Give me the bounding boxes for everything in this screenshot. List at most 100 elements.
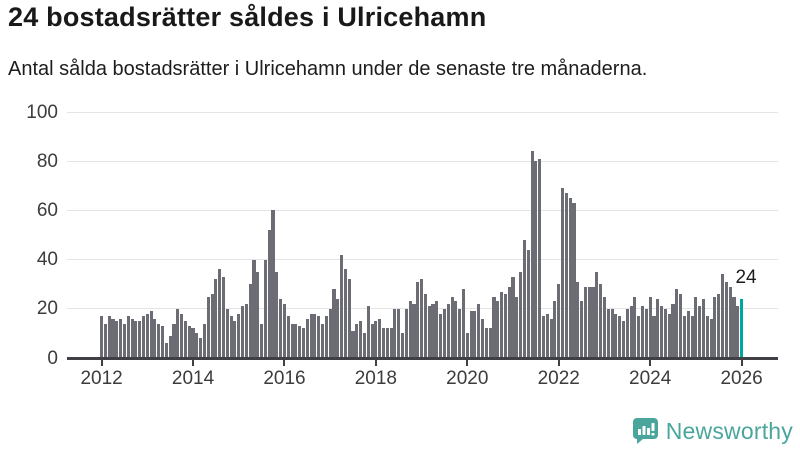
x-tick-label-2020: 2020 (446, 368, 489, 389)
bar-128 (587, 286, 591, 358)
bar-133 (606, 308, 610, 358)
bar-87 (431, 303, 435, 358)
y-tick-label-40: 40 (36, 249, 58, 271)
bar-27 (202, 323, 206, 358)
bar-23 (187, 326, 191, 358)
bar-11 (141, 316, 146, 358)
bar-124 (572, 203, 576, 358)
gridline-60 (67, 209, 778, 211)
bar-4 (115, 321, 119, 358)
newsworthy-logo-text: Newsworthy (665, 417, 793, 444)
bar-72 (374, 321, 378, 358)
bar-59 (324, 316, 328, 358)
bar-44 (267, 230, 271, 358)
bar-163 (720, 274, 725, 358)
x-tick-2018 (374, 359, 377, 366)
bar-24 (191, 328, 195, 358)
bar-64 (343, 269, 347, 358)
bar-165 (728, 286, 732, 358)
bar-49 (286, 316, 290, 358)
x-tick-2020 (466, 359, 469, 366)
bar-37 (241, 306, 245, 358)
bar-127 (583, 286, 587, 358)
bar-117 (545, 313, 549, 358)
bar-115 (538, 158, 542, 358)
bar-146 (656, 298, 660, 358)
bar-16 (161, 326, 165, 358)
bar-10 (138, 321, 142, 358)
x-tick-2016 (283, 359, 286, 366)
y-tick-label-60: 60 (36, 199, 58, 221)
bar-41 (256, 271, 260, 358)
bar-81 (408, 301, 412, 358)
bar-71 (370, 323, 374, 358)
bar-167 (736, 306, 740, 358)
bar-110 (519, 271, 523, 358)
bar-143 (644, 308, 648, 358)
y-tick-label-80: 80 (36, 150, 58, 172)
bar-50 (290, 323, 294, 358)
bar-139 (629, 306, 633, 358)
bar-17 (164, 343, 168, 358)
bar-106 (503, 294, 507, 358)
x-tick-label-2016: 2016 (263, 368, 306, 389)
bar-104 (496, 301, 500, 358)
bar-48 (282, 303, 286, 358)
bar-122 (564, 193, 568, 358)
bar-6 (122, 323, 126, 358)
bar-148 (663, 308, 667, 358)
bar-83 (416, 281, 420, 358)
bar-60 (328, 308, 332, 358)
bar-33 (225, 308, 229, 358)
bar-126 (580, 301, 584, 358)
bar-53 (301, 328, 306, 358)
bar-98 (473, 311, 477, 358)
bar-66 (351, 330, 355, 358)
bar-99 (477, 303, 481, 358)
bar-55 (309, 313, 313, 358)
bar-113 (530, 151, 534, 358)
bar-3 (111, 318, 115, 358)
x-tick-2026 (740, 359, 743, 366)
bar-166 (732, 296, 736, 358)
bar-36 (237, 313, 241, 358)
bar-107 (507, 286, 511, 358)
bar-150 (671, 303, 675, 358)
bar-142 (640, 306, 645, 358)
x-tick-label-2026: 2026 (720, 368, 763, 389)
bar-9 (134, 321, 138, 358)
y-tick-label-20: 20 (36, 298, 58, 320)
bar-78 (397, 308, 401, 358)
y-tick-label-100: 100 (26, 101, 58, 123)
bar-45 (271, 210, 275, 358)
bar-111 (522, 239, 526, 358)
bar-158 (701, 298, 706, 358)
bar-2 (107, 316, 111, 358)
bar-57 (317, 316, 321, 358)
x-tick-2014 (192, 359, 195, 366)
bar-102 (488, 328, 492, 358)
bar-22 (183, 321, 187, 358)
bar-70 (366, 306, 370, 358)
bar-157 (698, 306, 702, 358)
bar-141 (637, 316, 641, 358)
bar-109 (515, 296, 519, 358)
bar-96 (465, 333, 469, 358)
bar-159 (705, 316, 709, 358)
bar-156 (694, 296, 698, 358)
bar-147 (660, 306, 664, 358)
bar-25 (195, 333, 199, 358)
bar-125 (576, 281, 580, 358)
bar-103 (492, 296, 496, 358)
newsworthy-logo[interactable]: Newsworthy (632, 417, 793, 445)
bar-35 (233, 321, 237, 358)
bar-5 (119, 318, 123, 358)
bar-7 (126, 316, 130, 358)
bar-28 (206, 296, 210, 358)
bar-161 (713, 296, 717, 358)
bar-62 (336, 298, 340, 358)
bar-85 (423, 294, 427, 358)
bar-32 (221, 276, 226, 358)
bar-145 (652, 316, 656, 358)
